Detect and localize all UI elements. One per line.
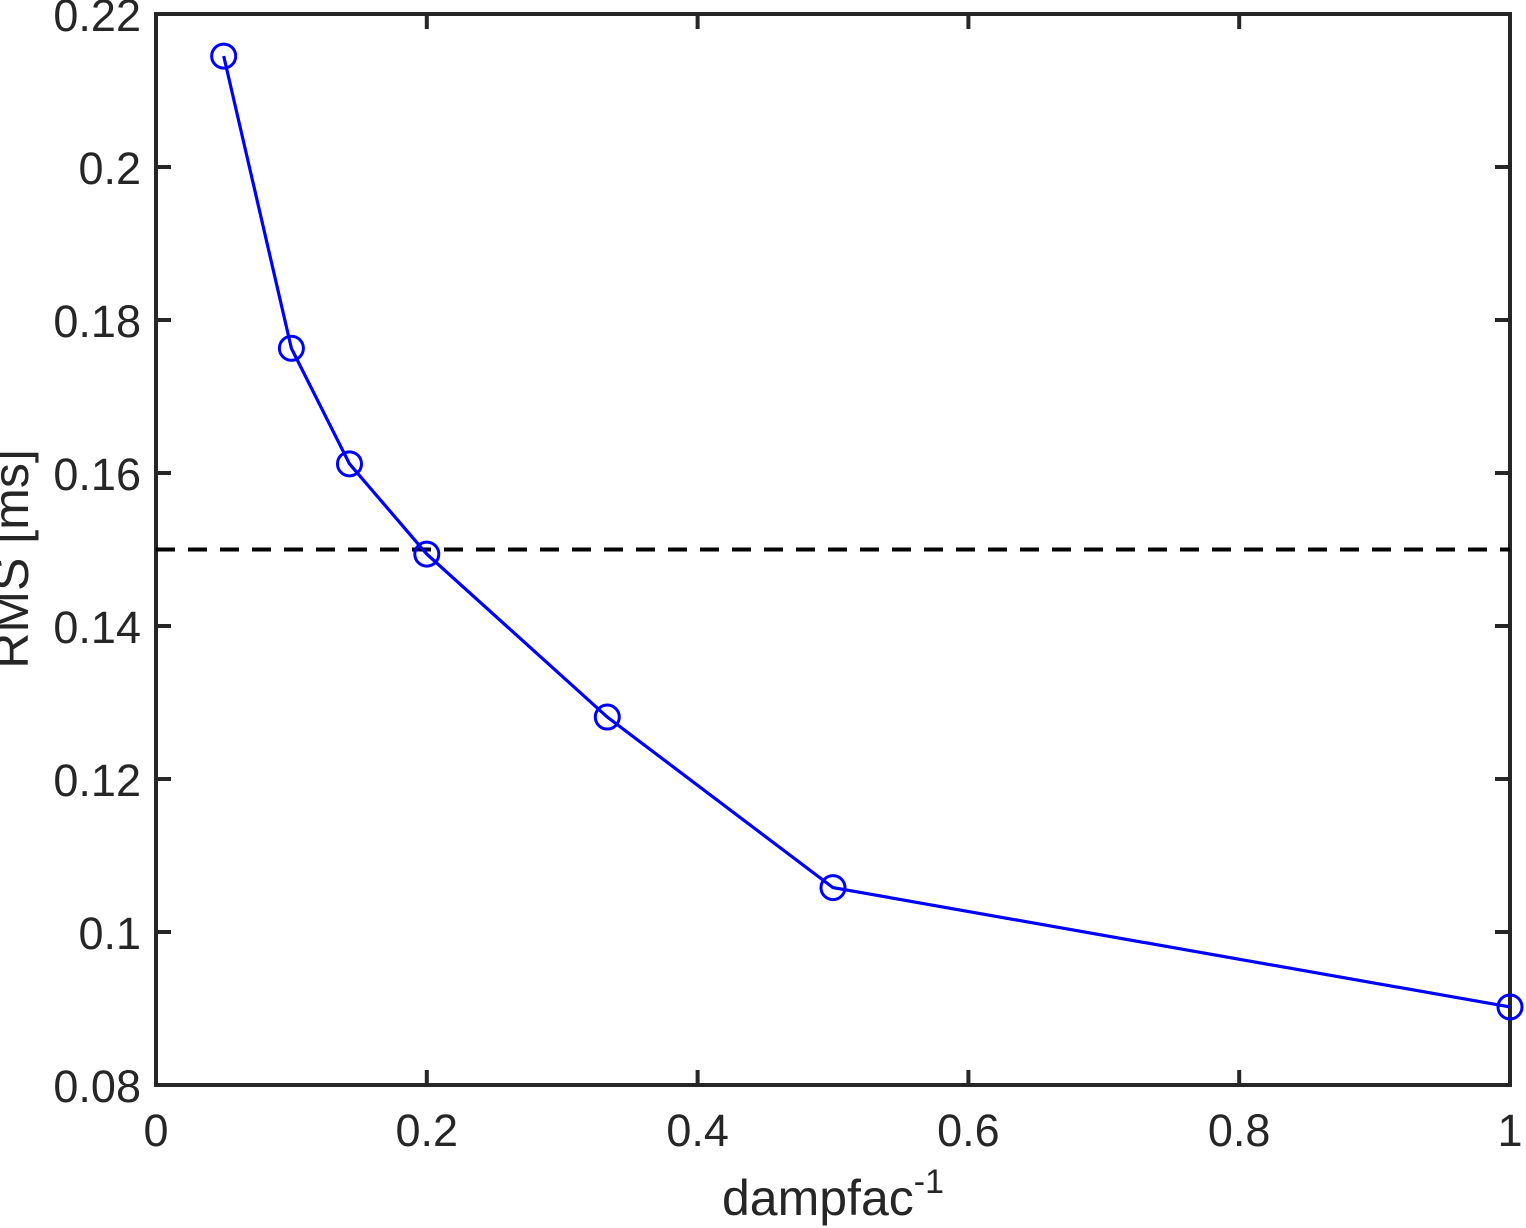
y-tick-label: 0.18 — [53, 296, 141, 347]
x-axis-label-superscript: -1 — [914, 1163, 944, 1201]
y-tick-label: 0.14 — [53, 602, 141, 653]
y-tick-label: 0.2 — [78, 143, 141, 194]
series-group — [210, 42, 1524, 1021]
y-axis-label: RMS [ms] — [0, 449, 39, 668]
x-tick-label: 1 — [1497, 1105, 1522, 1156]
data-line — [222, 55, 1511, 1009]
x-axis-label-base: dampfac — [722, 1170, 914, 1226]
x-tick-label: 0.4 — [666, 1105, 729, 1156]
y-tick-label: 0.12 — [53, 755, 141, 806]
y-tick-label: 0.16 — [53, 449, 141, 500]
y-tick-label: 0.08 — [53, 1061, 141, 1112]
x-tick-label: 0.8 — [1208, 1105, 1271, 1156]
y-tick-label: 0.22 — [53, 0, 141, 41]
data-point-marker — [593, 703, 621, 731]
x-tick-label: 0.6 — [937, 1105, 1000, 1156]
data-point-marker — [210, 42, 238, 70]
data-point-marker — [277, 334, 305, 362]
data-point-marker — [335, 450, 363, 478]
x-tick-label: 0 — [143, 1105, 168, 1156]
tick-labels-group: 0 0.2 0.4 0.6 0.8 1 0.08 0.1 0.12 0.14 0.16 0.18 0.2… — [53, 0, 1522, 1156]
data-point-marker — [819, 874, 847, 902]
x-axis-label: dampfac-1 — [722, 1163, 944, 1226]
data-point-marker — [413, 540, 441, 568]
y-tick-label: 0.1 — [78, 908, 141, 959]
x-tick-label: 0.2 — [396, 1105, 459, 1156]
data-point-marker — [1496, 993, 1524, 1021]
